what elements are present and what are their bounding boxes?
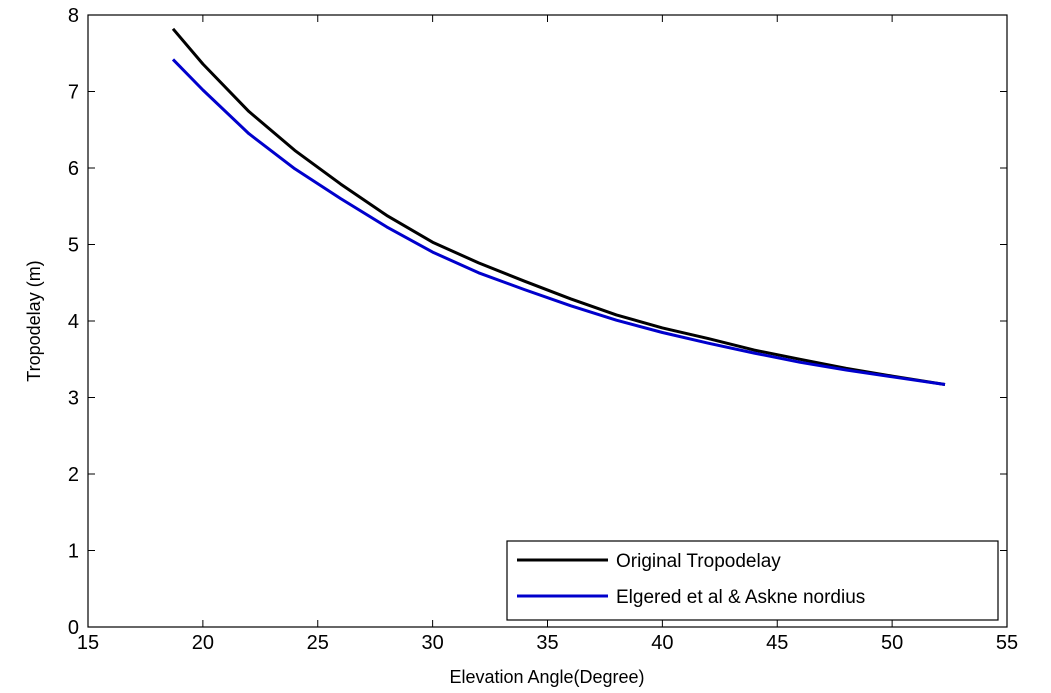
legend-label-original-tropodelay: Original Tropodelay (616, 551, 781, 572)
y-tick-label: 4 (68, 311, 79, 333)
y-tick-label: 7 (68, 82, 79, 104)
series-line-0 (171, 27, 946, 386)
y-tick-label: 8 (68, 5, 79, 27)
x-tick-label: 25 (307, 632, 329, 654)
x-tick-label: 30 (422, 632, 444, 654)
plot-area (87, 14, 1008, 628)
y-tick-label: 1 (68, 541, 79, 563)
x-tick-label: 40 (651, 632, 673, 654)
legend: Original Tropodelay Elgered et al & Askn… (506, 540, 999, 621)
y-axis-label: Tropodelay (m) (24, 260, 44, 381)
y-tick-label: 0 (68, 617, 79, 639)
series-lines (171, 27, 946, 386)
x-axis-label: Elevation Angle(Degree) (449, 667, 644, 687)
series-line-1 (171, 58, 946, 386)
legend-box (506, 540, 999, 621)
x-tick-label: 50 (881, 632, 903, 654)
y-tick-label: 6 (68, 158, 79, 180)
y-tick-label: 3 (68, 388, 79, 410)
x-tick-label: 15 (77, 632, 99, 654)
x-tick-label: 20 (192, 632, 214, 654)
legend-label-elgered-askne: Elgered et al & Askne nordius (616, 587, 865, 608)
x-tick-label: 35 (536, 632, 558, 654)
x-tick-label: 45 (766, 632, 788, 654)
y-tick-label: 2 (68, 464, 79, 486)
x-tick-label: 55 (996, 632, 1018, 654)
y-tick-label: 5 (68, 235, 79, 257)
